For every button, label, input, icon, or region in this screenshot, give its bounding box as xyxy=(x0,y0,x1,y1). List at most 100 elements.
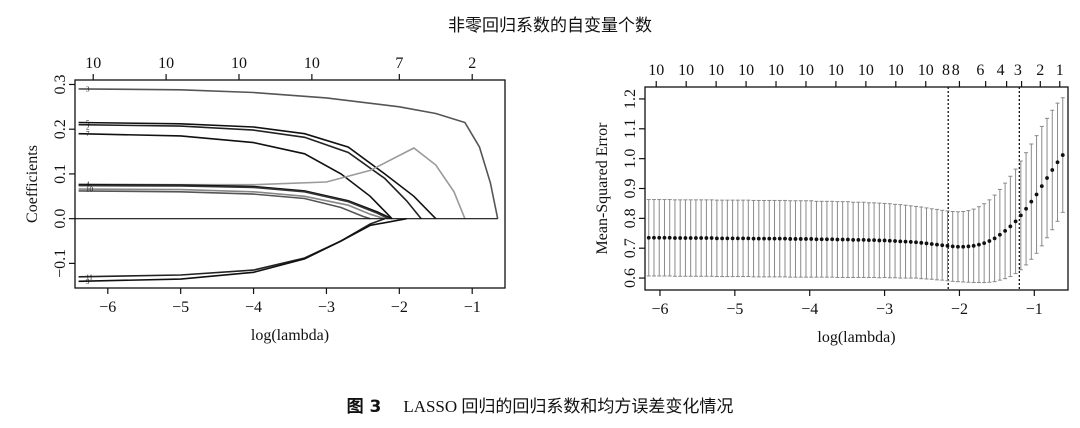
coef-y-tick-label: 0.2 xyxy=(52,119,69,139)
mse-point xyxy=(929,242,934,246)
caption-label: 图 3 xyxy=(347,397,382,417)
mse-top-tick-label: 10 xyxy=(738,62,754,79)
mse-point xyxy=(1034,192,1039,197)
mse-point xyxy=(730,236,735,241)
mse-point xyxy=(956,244,960,249)
mse-point xyxy=(678,236,683,240)
mse-point xyxy=(1050,168,1055,172)
mse-point xyxy=(1013,219,1018,224)
mse-plot-frame xyxy=(644,86,1069,291)
coef-x-tick-label: −3 xyxy=(318,299,335,316)
mse-top-tick-label: 1 xyxy=(1056,62,1064,79)
mse-y-axis-title: Mean-Squared Error xyxy=(594,122,611,255)
coefficient-path xyxy=(78,184,389,220)
mse-point xyxy=(835,237,840,242)
coefficient-path xyxy=(78,132,393,220)
mse-point xyxy=(756,236,761,241)
coef-y-axis-title: Coefficients xyxy=(24,145,41,223)
coef-top-tick-label: 10 xyxy=(85,55,101,72)
coefficient-path xyxy=(78,217,407,283)
mse-point xyxy=(872,238,876,243)
mse-top-tick-label: 10 xyxy=(708,62,724,79)
coefficient-path xyxy=(78,88,499,219)
path-index-label: 7 xyxy=(86,130,90,138)
mse-point xyxy=(914,240,918,245)
mse-point xyxy=(877,238,882,243)
coef-plot-frame xyxy=(74,79,506,289)
coef-x-tick-label: −5 xyxy=(172,299,189,316)
mse-point xyxy=(688,236,693,240)
mse-point xyxy=(898,239,903,244)
mse-point xyxy=(720,236,725,241)
mse-top-tick-label: 8 xyxy=(942,62,950,79)
mse-point xyxy=(866,238,871,243)
mse-x-tick-label: −1 xyxy=(1026,301,1043,318)
path-index-label: 11 xyxy=(86,273,93,281)
mse-top-tick-label: 3 xyxy=(1014,62,1022,79)
mse-point xyxy=(950,244,955,249)
mse-point xyxy=(987,239,992,243)
mse-point xyxy=(767,236,772,241)
mse-point xyxy=(861,237,866,242)
coefficient-path xyxy=(78,188,385,220)
coef-x-axis-title: log(lambda) xyxy=(251,327,329,344)
mse-point xyxy=(762,236,766,241)
mse-point xyxy=(1018,213,1023,218)
mse-point xyxy=(683,236,688,240)
mse-point xyxy=(1045,176,1049,180)
mse-x-tick-label: −5 xyxy=(726,301,743,318)
mse-top-tick-label: 10 xyxy=(888,62,904,79)
mse-top-tick-label: 2 xyxy=(1036,62,1044,79)
mse-point xyxy=(725,236,730,241)
mse-top-tick-label: 10 xyxy=(858,62,874,79)
mse-point xyxy=(657,235,662,240)
mse-point xyxy=(851,237,856,242)
coef-top-tick-label: 10 xyxy=(231,55,247,72)
path-index-label: 5 xyxy=(86,119,90,127)
mse-point xyxy=(709,236,714,240)
top-title: 非零回归系数的自变量个数 xyxy=(448,16,652,36)
mse-point xyxy=(798,237,803,241)
mse-y-tick-label: 0.6 xyxy=(622,268,639,288)
mse-point xyxy=(893,239,897,243)
mse-point xyxy=(1029,199,1034,204)
mse-point xyxy=(751,236,756,241)
path-index-label: 4 xyxy=(86,181,90,189)
mse-point xyxy=(940,243,945,248)
path-index-label: 10 xyxy=(86,186,94,194)
mse-top-tick-label: 10 xyxy=(768,62,784,79)
path-index-label: 9 xyxy=(86,278,90,286)
mse-point xyxy=(971,243,976,248)
coefficient-path xyxy=(78,121,437,220)
coefficient-path xyxy=(78,190,371,220)
mse-y-tick-label: 1.2 xyxy=(622,89,639,109)
mse-point xyxy=(714,236,719,241)
cv-mse-plot: −6 −5 −4 −3 −2 −1 0.6 0.7 0.8 0.9 1.0 1.1 1.2 10 10 10 1… xyxy=(594,62,1069,346)
mse-point xyxy=(819,237,824,242)
coefficient-path xyxy=(78,217,385,278)
mse-point xyxy=(667,235,672,240)
mse-top-tick-label: 4 xyxy=(997,62,1005,79)
coef-top-tick-label: 10 xyxy=(158,55,174,72)
coef-top-tick-label: 2 xyxy=(468,55,476,72)
mse-point xyxy=(694,236,698,240)
mse-top-tick-label: 6 xyxy=(976,62,984,79)
mse-point xyxy=(961,244,966,249)
mse-point xyxy=(977,242,981,247)
coef-top-tick-label: 10 xyxy=(304,55,320,72)
mse-point xyxy=(788,237,793,241)
mse-point xyxy=(908,240,913,244)
coef-x-tick-label: −6 xyxy=(99,299,116,316)
coef-y-tick-label: −0.1 xyxy=(52,249,69,278)
mse-point xyxy=(646,235,651,240)
mse-point xyxy=(662,235,667,240)
path-index-label: 3 xyxy=(86,85,90,93)
mse-y-tick-label: 0.9 xyxy=(622,179,639,199)
coefficient-path xyxy=(78,123,422,220)
mse-point xyxy=(746,236,751,241)
mse-x-tick-label: −6 xyxy=(651,301,668,318)
mse-x-tick-label: −3 xyxy=(876,301,893,318)
mse-point xyxy=(903,239,908,244)
